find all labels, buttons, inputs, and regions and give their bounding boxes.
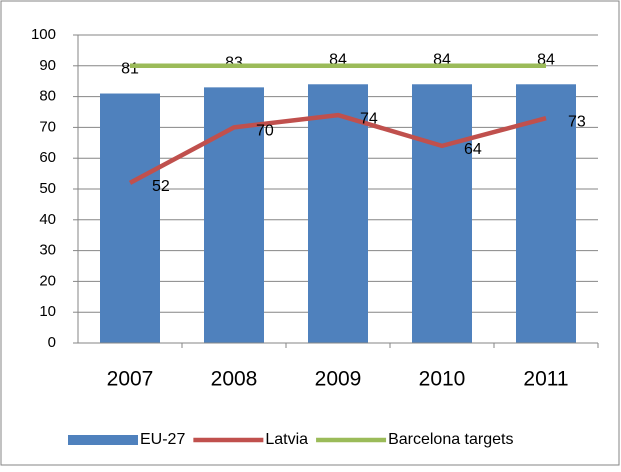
line-value-label: 73: [568, 113, 586, 130]
x-tick-label: 2010: [419, 368, 466, 391]
line-value-label: 52: [152, 178, 170, 195]
x-tick-label: 2009: [315, 368, 362, 391]
bar: [204, 87, 264, 343]
bar-value-label: 83: [225, 55, 243, 72]
y-tick-label: 60: [39, 149, 56, 166]
y-tick-label: 40: [39, 211, 56, 228]
legend-label: Barcelona targets: [388, 431, 513, 448]
y-tick-label: 90: [39, 57, 56, 74]
bar: [412, 84, 472, 343]
y-tick-label: 80: [39, 88, 56, 105]
x-tick-label: 2007: [107, 368, 154, 391]
bar: [308, 84, 368, 343]
y-tick-label: 30: [39, 242, 56, 259]
bar-value-label: 81: [121, 61, 139, 78]
y-tick-label: 0: [48, 334, 56, 351]
y-tick-label: 100: [31, 26, 56, 43]
legend-label: Latvia: [265, 431, 308, 448]
x-tick-label: 2008: [211, 368, 258, 391]
y-tick-label: 70: [39, 118, 56, 135]
bar: [516, 84, 576, 343]
bar: [100, 93, 160, 344]
y-tick-label: 20: [39, 272, 56, 289]
line-value-label: 64: [464, 141, 482, 158]
line-value-label: 70: [256, 123, 274, 140]
legend-label: EU-27: [140, 431, 185, 448]
line-value-label: 74: [360, 110, 378, 127]
line-series: [128, 112, 547, 185]
y-tick-label: 10: [39, 303, 56, 320]
y-tick-label: 50: [39, 180, 56, 197]
legend-swatch: [68, 435, 138, 445]
x-tick-label: 2011: [523, 368, 568, 391]
